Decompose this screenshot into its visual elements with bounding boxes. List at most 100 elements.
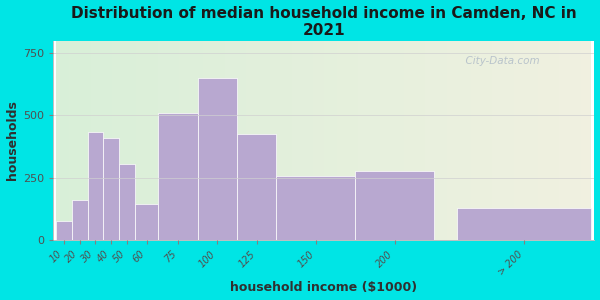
Bar [182, 40, 184, 240]
Bar [198, 40, 200, 240]
Bar [557, 40, 559, 240]
Bar [254, 40, 257, 240]
Bar [353, 40, 356, 240]
Bar [367, 40, 369, 240]
Bar [101, 40, 104, 240]
Bar [259, 40, 262, 240]
Bar [56, 221, 72, 240]
Bar [506, 40, 508, 240]
Bar [131, 40, 134, 240]
Bar [380, 40, 383, 240]
Bar [195, 40, 198, 240]
Bar [123, 40, 125, 240]
Bar [396, 40, 398, 240]
Bar [233, 40, 235, 240]
Bar [104, 40, 107, 240]
Text: City-Data.com: City-Data.com [459, 56, 539, 67]
Bar [135, 204, 158, 240]
Bar [203, 40, 206, 240]
Bar [88, 40, 91, 240]
Bar [61, 40, 64, 240]
Bar [169, 40, 171, 240]
Bar [355, 171, 434, 240]
Bar [237, 134, 277, 240]
Bar [377, 40, 380, 240]
Bar [99, 40, 101, 240]
Bar [572, 40, 575, 240]
Bar [125, 40, 128, 240]
Bar [391, 40, 393, 240]
Bar [134, 40, 136, 240]
Bar [538, 40, 541, 240]
Bar [487, 40, 490, 240]
Y-axis label: households: households [5, 100, 19, 180]
Bar [326, 40, 329, 240]
Bar [278, 40, 281, 240]
Bar [473, 40, 476, 240]
Bar [67, 40, 70, 240]
Bar [398, 40, 401, 240]
Bar [193, 40, 195, 240]
Bar [308, 40, 310, 240]
Bar [115, 40, 118, 240]
Bar [476, 40, 479, 240]
Bar [149, 40, 152, 240]
Bar [490, 40, 492, 240]
Bar [244, 40, 246, 240]
Bar [321, 40, 323, 240]
Bar [468, 40, 471, 240]
Bar [589, 40, 591, 240]
Bar [294, 40, 297, 240]
Bar [422, 40, 425, 240]
Bar [227, 40, 230, 240]
Bar [163, 40, 166, 240]
Title: Distribution of median household income in Camden, NC in
2021: Distribution of median household income … [71, 6, 577, 38]
Bar [444, 40, 447, 240]
Bar [147, 40, 149, 240]
Bar [457, 208, 591, 240]
Bar [158, 113, 198, 240]
Bar [77, 40, 80, 240]
X-axis label: household income ($1000): household income ($1000) [230, 281, 417, 294]
Bar [575, 40, 578, 240]
Bar [277, 176, 355, 240]
Bar [522, 40, 524, 240]
Bar [436, 40, 439, 240]
Bar [581, 40, 583, 240]
Bar [546, 40, 548, 240]
Bar [543, 40, 546, 240]
Bar [348, 40, 350, 240]
Bar [166, 40, 169, 240]
Bar [439, 40, 442, 240]
Bar [211, 40, 214, 240]
Bar [302, 40, 305, 240]
Bar [107, 40, 110, 240]
Bar [270, 40, 273, 240]
Bar [372, 40, 374, 240]
Bar [369, 40, 372, 240]
Bar [96, 40, 99, 240]
Bar [139, 40, 142, 240]
Bar [85, 40, 88, 240]
Bar [374, 40, 377, 240]
Bar [80, 40, 83, 240]
Bar [514, 40, 517, 240]
Bar [551, 40, 554, 240]
Bar [305, 40, 308, 240]
Bar [345, 40, 348, 240]
Bar [415, 40, 418, 240]
Bar [152, 40, 155, 240]
Bar [187, 40, 190, 240]
Bar [268, 40, 270, 240]
Bar [442, 40, 444, 240]
Bar [527, 40, 530, 240]
Bar [284, 40, 286, 240]
Bar [160, 40, 163, 240]
Bar [565, 40, 567, 240]
Bar [174, 40, 176, 240]
Bar [119, 164, 135, 240]
Bar [75, 40, 77, 240]
Bar [112, 40, 115, 240]
Bar [535, 40, 538, 240]
Bar [72, 40, 75, 240]
